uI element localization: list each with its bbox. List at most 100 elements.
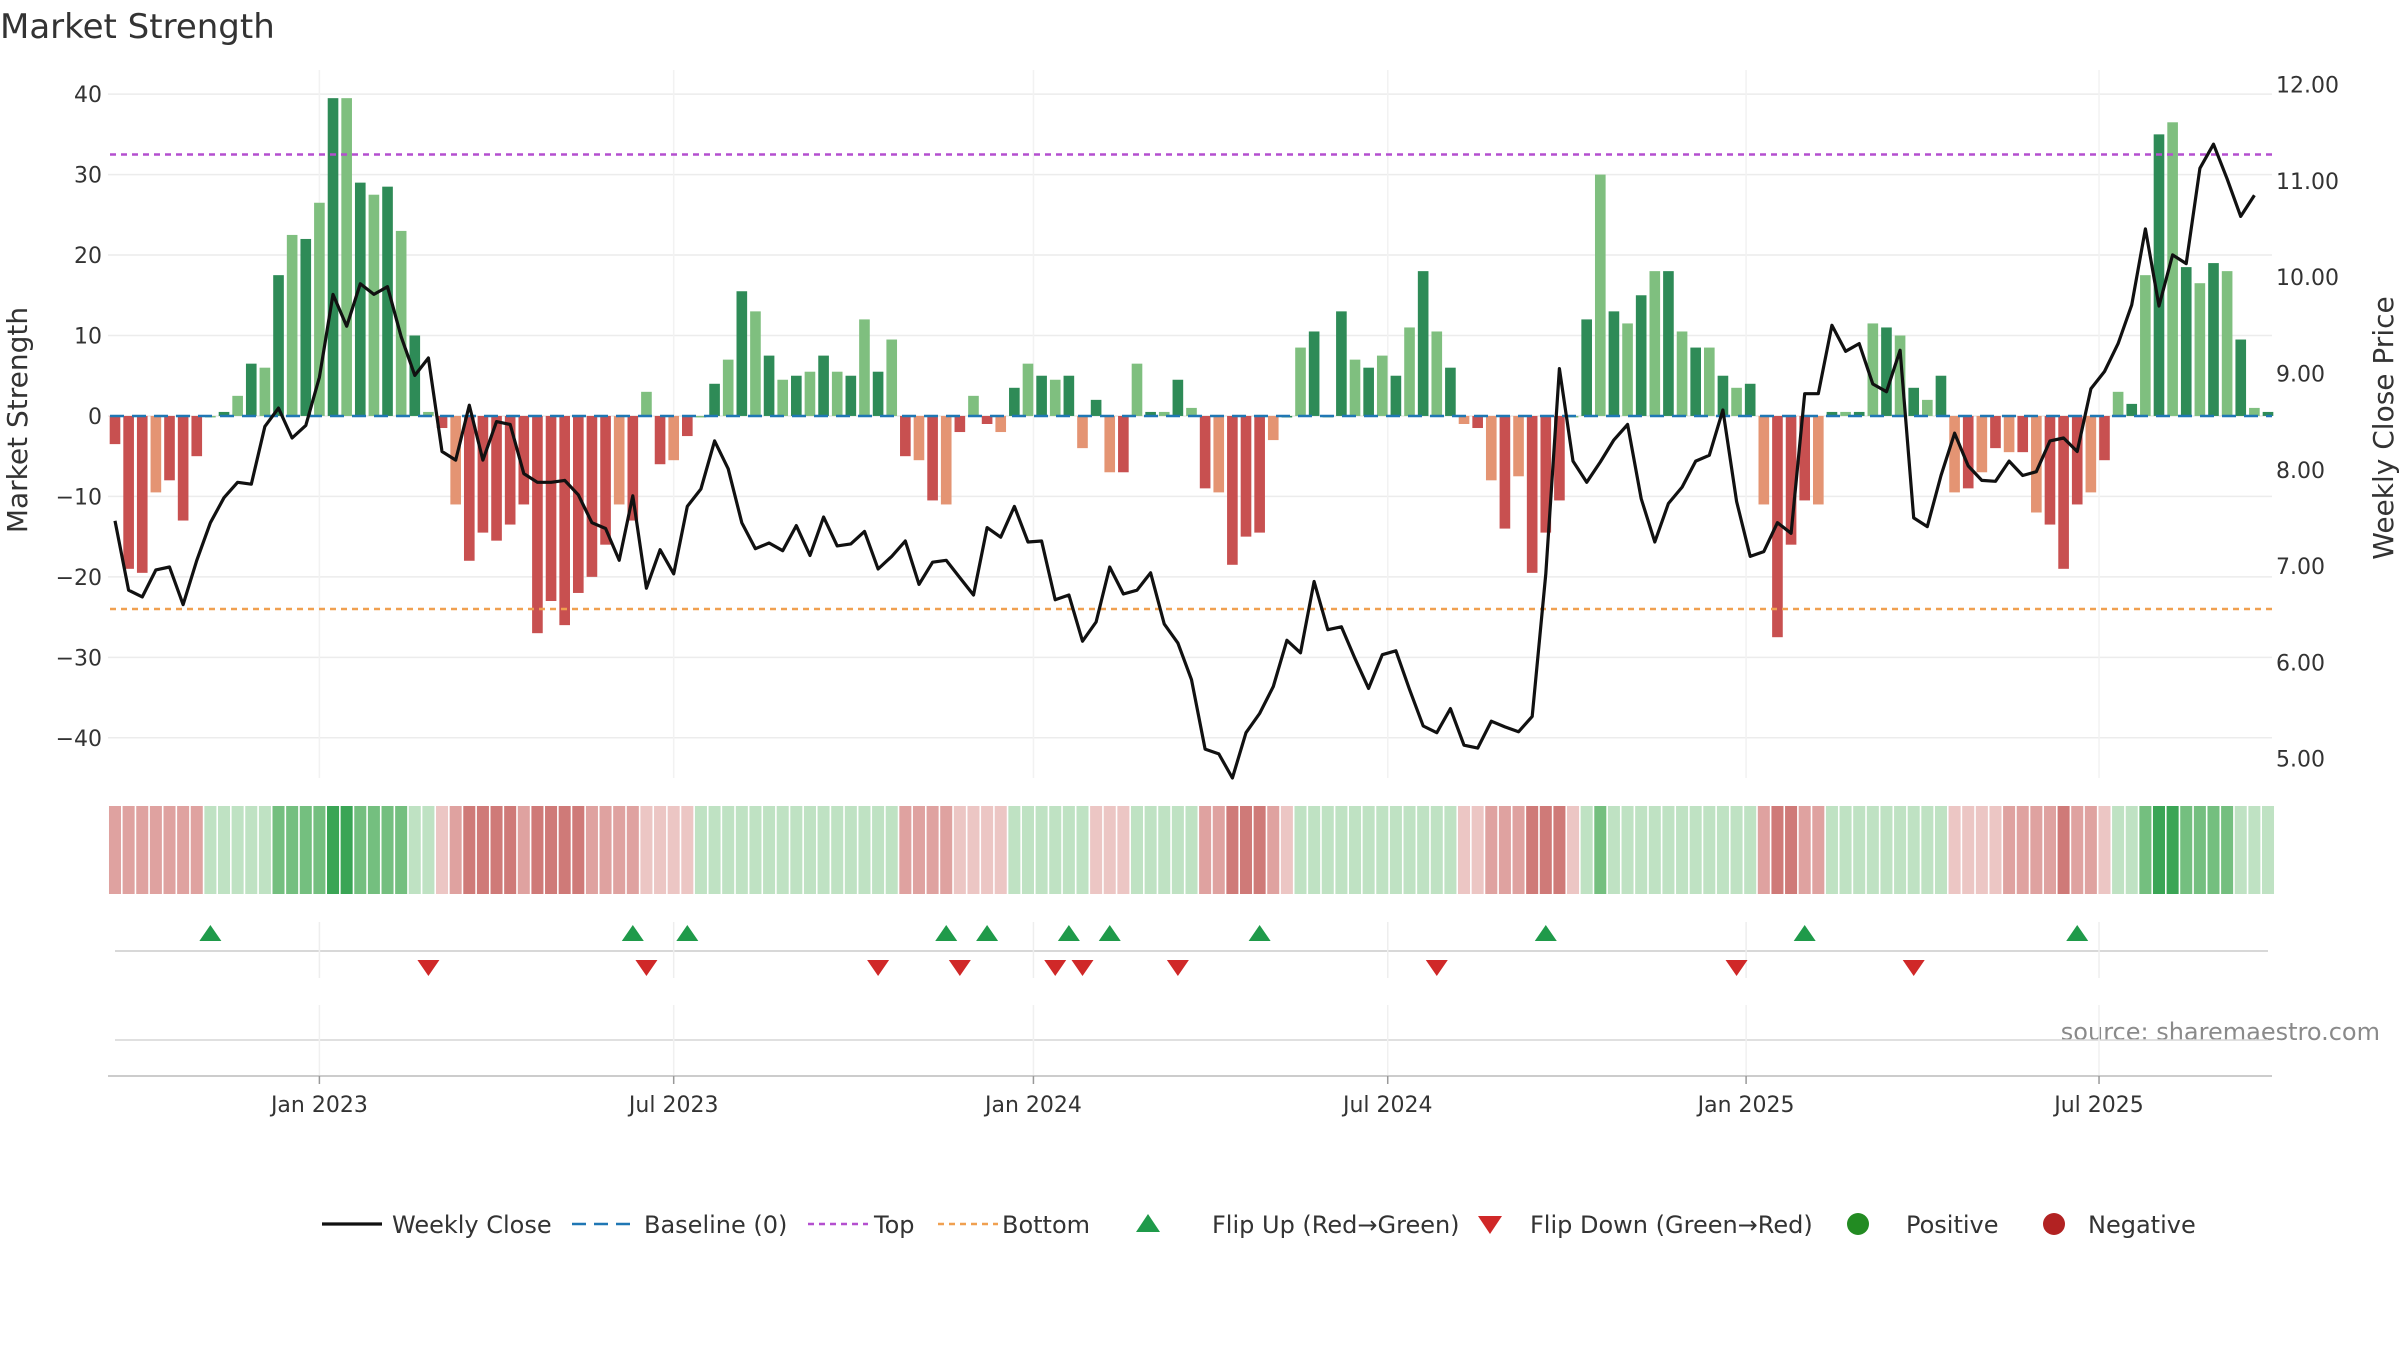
- heat-cell: [613, 806, 626, 894]
- strength-bar: [150, 415, 162, 493]
- strength-bar: [627, 415, 639, 521]
- heat-cell: [1621, 806, 1634, 894]
- heat-cell: [1580, 806, 1593, 894]
- strength-bar: [1390, 375, 1402, 416]
- right-tick-label: 5.00: [2276, 748, 2325, 773]
- heat-cell: [1376, 806, 1389, 894]
- heat-cell: [2261, 806, 2275, 894]
- strength-bar: [1458, 415, 1470, 424]
- strength-bar: [436, 415, 448, 429]
- strength-bar: [1772, 415, 1783, 638]
- right-tick-label: 7.00: [2276, 555, 2325, 580]
- heat-cell: [1907, 806, 1920, 894]
- strength-bar: [572, 415, 584, 593]
- heat-cell: [1199, 806, 1212, 894]
- heat-cell: [1485, 806, 1498, 894]
- left-tick-label: −30: [56, 646, 102, 671]
- legend-label: Weekly Close: [392, 1211, 552, 1239]
- strength-bar: [1622, 323, 1633, 416]
- heat-cell: [1567, 806, 1580, 894]
- strength-bar: [136, 415, 148, 573]
- heat-cell: [1607, 806, 1620, 894]
- strength-bar: [1540, 415, 1552, 533]
- heat-cell: [1825, 806, 1838, 894]
- heat-cell: [1239, 806, 1253, 894]
- x-tick-label: Jul 2023: [627, 1093, 719, 1118]
- strength-bar: [1199, 415, 1211, 489]
- strength-bar: [1145, 411, 1156, 416]
- heat-cell: [1171, 806, 1184, 894]
- heat-cell: [449, 806, 462, 894]
- heat-cell: [1744, 806, 1757, 894]
- strength-bar: [1826, 411, 1838, 416]
- strength-bar: [1526, 415, 1538, 573]
- heat-cell: [1757, 806, 1770, 894]
- strength-bar: [1840, 411, 1851, 416]
- heat-cell: [436, 806, 449, 894]
- strength-bar: [368, 194, 380, 416]
- source-note: source: sharemaestro.com: [2061, 1018, 2380, 1046]
- heat-cell: [2221, 806, 2234, 894]
- x-tick-label: Jan 2024: [983, 1093, 1082, 1118]
- strength-bar: [886, 339, 898, 416]
- x-tick-label: Jan 2023: [269, 1093, 368, 1118]
- heat-cell: [136, 806, 149, 894]
- strength-bar: [1990, 415, 2001, 449]
- heat-cell: [204, 806, 217, 894]
- strength-bar: [1063, 375, 1075, 416]
- legend-label: Bottom: [1002, 1211, 1090, 1239]
- flip-up-marker: [676, 925, 699, 941]
- heat-cell: [1335, 806, 1348, 894]
- heat-cell: [299, 806, 312, 894]
- heat-cell: [1498, 806, 1511, 894]
- heat-cell: [340, 806, 353, 894]
- heat-cell: [395, 806, 408, 894]
- right-tick-label: 11.00: [2276, 170, 2339, 195]
- heat-cell: [872, 806, 885, 894]
- heat-cell: [1008, 806, 1021, 894]
- strength-bar: [423, 411, 434, 416]
- flip-down-marker: [1166, 960, 1189, 976]
- heat-cell: [422, 806, 435, 894]
- strength-bar: [1690, 347, 1701, 416]
- legend-label: Flip Down (Green→Red): [1530, 1211, 1813, 1239]
- heat-cell: [1458, 806, 1471, 894]
- heat-cell: [2234, 806, 2247, 894]
- heat-cell: [1866, 806, 1879, 894]
- strength-bar: [2031, 415, 2042, 513]
- strength-bar: [1049, 379, 1061, 416]
- strength-bar: [1635, 295, 1647, 416]
- strength-bar: [1731, 387, 1742, 416]
- heat-cell: [2057, 806, 2070, 894]
- heat-cell: [776, 806, 789, 894]
- strength-bar: [913, 415, 925, 461]
- flip-down-marker: [948, 960, 971, 976]
- strength-panel: [109, 98, 2274, 780]
- heat-cell: [1730, 806, 1743, 894]
- strength-bar: [245, 363, 257, 416]
- strength-bar: [382, 186, 393, 416]
- heat-cell: [899, 806, 912, 894]
- legend-label: Baseline (0): [644, 1211, 787, 1239]
- heat-cell: [1812, 806, 1825, 894]
- strength-bar: [232, 395, 243, 416]
- strength-bar: [750, 311, 761, 416]
- heat-cell: [2016, 806, 2029, 894]
- flip-up-marker: [1248, 925, 1271, 941]
- heat-cell: [1144, 806, 1157, 894]
- strength-bar: [1227, 415, 1238, 565]
- flip-up-marker: [621, 925, 644, 941]
- heat-strip: [108, 806, 2275, 894]
- heat-cell: [953, 806, 966, 894]
- heat-cell: [1267, 806, 1280, 894]
- strength-bar: [831, 371, 843, 416]
- strength-bar: [940, 415, 952, 505]
- left-tick-label: 30: [74, 164, 102, 189]
- strength-bar: [1949, 415, 1960, 493]
- heat-cell: [1853, 806, 1866, 894]
- heat-cell: [163, 806, 176, 894]
- heat-cell: [313, 806, 326, 894]
- legend-swatch-positive: [1847, 1213, 1869, 1235]
- heat-cell: [926, 806, 939, 894]
- strength-bar: [2140, 275, 2151, 416]
